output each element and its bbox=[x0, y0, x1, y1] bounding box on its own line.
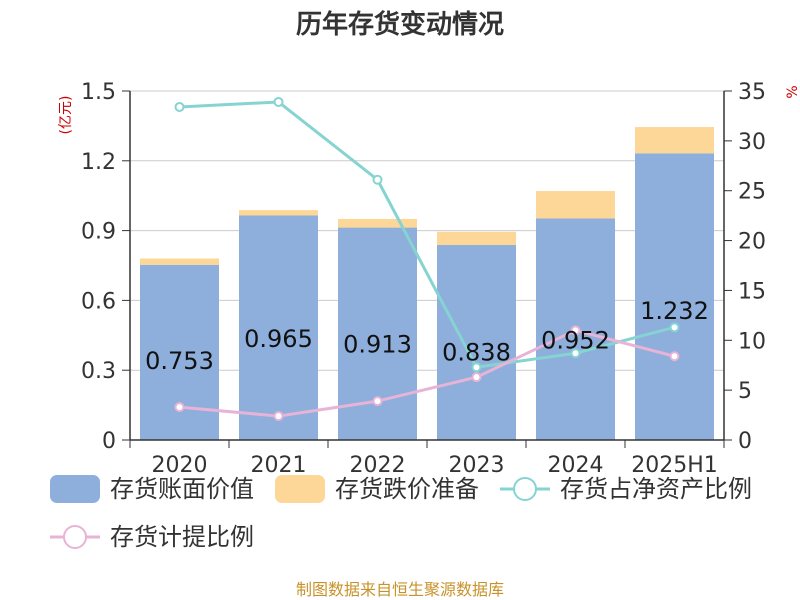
right-tick-label: 10 bbox=[738, 329, 766, 354]
left-tick-label: 0.3 bbox=[81, 359, 116, 384]
x-tick-label: 2020 bbox=[152, 453, 208, 478]
point-inventory-net-asset-ratio bbox=[174, 101, 185, 112]
bar-value-label: 0.952 bbox=[541, 326, 610, 354]
right-tick-label: 25 bbox=[738, 180, 766, 205]
legend-swatch bbox=[275, 475, 325, 503]
bar-labels: 0.753 0.965 0.913 0.838 0.952 1.232 bbox=[145, 297, 709, 375]
chart-title: 历年存货变动情况 bbox=[296, 9, 504, 40]
bar-inventory-impairment bbox=[140, 258, 219, 265]
lines bbox=[174, 96, 680, 422]
left-tick-label: 0.9 bbox=[81, 220, 116, 245]
point-impairment-ratio bbox=[570, 325, 581, 336]
legend-label: 存货占净资产比例 bbox=[560, 475, 752, 503]
point-inventory-net-asset-ratio bbox=[570, 348, 581, 359]
bar-value-label: 0.838 bbox=[442, 338, 511, 366]
source-note: 制图数据来自恒生聚源数据库 bbox=[296, 580, 504, 599]
legend-label: 存货账面价值 bbox=[110, 475, 254, 503]
line-impairment-ratio bbox=[179, 328, 675, 418]
x-tick-label: 2024 bbox=[548, 453, 604, 478]
x-tick-label: 2025H1 bbox=[631, 453, 718, 478]
left-tick-label: 0.6 bbox=[81, 289, 116, 314]
legend-swatch bbox=[50, 475, 100, 503]
bar-inventory-book-value bbox=[635, 153, 714, 440]
bar-inventory-impairment bbox=[338, 218, 417, 228]
bar-inventory-impairment bbox=[437, 231, 516, 246]
point-impairment-ratio bbox=[471, 372, 482, 383]
line-inventory-net-asset-ratio bbox=[179, 100, 675, 369]
point-inventory-net-asset-ratio bbox=[669, 322, 680, 333]
point-inventory-net-asset-ratio bbox=[372, 174, 383, 185]
x-tick-label: 2022 bbox=[350, 453, 406, 478]
legend-marker bbox=[513, 477, 537, 501]
bar-inventory-impairment bbox=[239, 210, 318, 216]
legend-label: 存货计提比例 bbox=[110, 523, 254, 551]
right-tick-label: 0 bbox=[738, 429, 752, 454]
x-tick-label: 2023 bbox=[449, 453, 505, 478]
point-impairment-ratio bbox=[669, 351, 680, 362]
bar-inventory-impairment bbox=[536, 191, 615, 219]
point-inventory-net-asset-ratio bbox=[273, 96, 284, 107]
point-impairment-ratio bbox=[372, 396, 383, 407]
bar-value-label: 0.965 bbox=[244, 325, 313, 353]
right-axis-unit: % bbox=[785, 85, 800, 98]
left-tick-label: 1.2 bbox=[81, 150, 116, 175]
gridlines bbox=[130, 90, 724, 371]
bar-inventory-book-value bbox=[437, 245, 516, 440]
bar-value-label: 0.753 bbox=[145, 347, 214, 375]
right-tick-label: 5 bbox=[738, 379, 752, 404]
bar-inventory-impairment bbox=[635, 127, 714, 154]
bars bbox=[140, 127, 714, 440]
bar-inventory-book-value bbox=[239, 215, 318, 440]
legend-marker bbox=[63, 525, 87, 549]
point-impairment-ratio bbox=[174, 402, 185, 413]
left-axis-unit: (亿元) bbox=[58, 96, 74, 135]
left-tick-label: 1.5 bbox=[81, 80, 116, 105]
bar-value-label: 0.913 bbox=[343, 330, 412, 358]
x-tick-label: 2021 bbox=[251, 453, 307, 478]
right-tick-label: 30 bbox=[738, 130, 766, 155]
left-tick-label: 0 bbox=[102, 429, 116, 454]
right-tick-label: 35 bbox=[738, 80, 766, 105]
point-impairment-ratio bbox=[273, 411, 284, 422]
point-inventory-net-asset-ratio bbox=[471, 362, 482, 373]
legend-label: 存货跌价准备 bbox=[335, 475, 479, 503]
axes: 0 0.3 0.6 0.9 1.2 1.5 0 5 10 15 20 25 30 35 2020 2021 20… bbox=[81, 80, 766, 478]
right-tick-label: 20 bbox=[738, 230, 766, 255]
bar-value-label: 1.232 bbox=[640, 297, 709, 325]
right-tick-label: 15 bbox=[738, 279, 766, 304]
